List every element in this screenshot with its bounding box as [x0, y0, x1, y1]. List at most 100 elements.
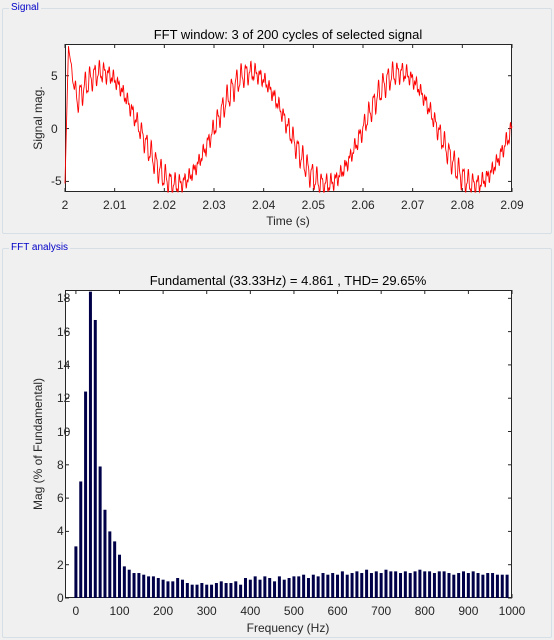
- fft-bar: [180, 579, 184, 598]
- fft-y-tick-label: 6: [57, 491, 64, 506]
- fft-bar: [476, 573, 480, 598]
- fft-bar: [432, 573, 436, 598]
- fft-bar: [132, 573, 136, 598]
- fft-y-tick-label: 8: [57, 457, 64, 472]
- fft-y-tick-label: 16: [57, 324, 71, 339]
- fft-x-tick-label: 500: [283, 604, 304, 618]
- fft-y-tick-label: 18: [57, 291, 71, 306]
- fft-bar: [118, 554, 122, 598]
- signal-x-tick-label: 2.09: [500, 198, 524, 212]
- fft-x-axis-label: Frequency (Hz): [246, 621, 330, 635]
- fft-bar: [88, 291, 92, 598]
- signal-panel: Signal: [2, 2, 552, 234]
- fft-bar: [224, 583, 228, 598]
- fft-bar: [491, 573, 495, 598]
- fft-bar: [423, 571, 427, 598]
- fft-bar: [321, 573, 325, 598]
- signal-y-tick-label: 0: [51, 121, 58, 136]
- fft-bar: [122, 566, 126, 598]
- fft-bar: [282, 579, 286, 598]
- fft-bar: [403, 571, 407, 598]
- fft-x-tick-label: 800: [414, 604, 435, 618]
- fft-bar: [84, 391, 88, 598]
- fft-bar: [166, 581, 170, 598]
- fft-bar: [462, 571, 465, 598]
- fft-bar: [394, 571, 398, 598]
- fft-bar: [268, 578, 272, 598]
- fft-bar: [360, 573, 364, 598]
- fft-bar: [151, 576, 155, 598]
- fft-bar: [340, 571, 344, 598]
- fft-bar: [103, 509, 107, 598]
- fft-bar: [369, 573, 373, 598]
- fft-y-tick-label: 10: [57, 424, 71, 439]
- fft-bar: [190, 584, 194, 598]
- fft-bar: [486, 573, 490, 598]
- fft-y-tick-label: 4: [57, 524, 64, 539]
- fft-bar: [93, 319, 97, 598]
- signal-x-tick-label: 2: [61, 198, 69, 212]
- fft-bar: [263, 576, 267, 598]
- fft-bar: [234, 581, 238, 598]
- fft-chart-title: Fundamental (33.33Hz) = 4.861 , THD= 29.…: [149, 273, 427, 288]
- fft-x-tick-label: 100: [109, 604, 130, 618]
- fft-bar: [185, 583, 189, 598]
- fft-bar: [161, 579, 165, 598]
- fft-bar: [495, 574, 499, 598]
- fft-bar: [331, 573, 335, 598]
- fft-bar: [171, 581, 175, 598]
- fft-bar: [287, 578, 291, 598]
- fft-x-tick-label: 1000: [498, 604, 526, 618]
- fft-bar: [127, 569, 131, 598]
- fft-bar: [365, 569, 369, 598]
- signal-axes[interactable]: [65, 44, 512, 192]
- fft-y-tick-label: 0: [57, 591, 64, 605]
- signal-chart-title: FFT window: 3 of 200 cycles of selected …: [153, 27, 423, 42]
- signal-x-tick-label: 2.07: [400, 198, 425, 212]
- fft-bar: [408, 573, 412, 598]
- fft-bar: [481, 574, 485, 598]
- fft-bar: [113, 541, 117, 598]
- fft-bar: [292, 576, 296, 598]
- fft-bar: [379, 573, 383, 598]
- fft-bar: [210, 584, 214, 598]
- fft-bar: [389, 571, 393, 598]
- fft-bar: [176, 578, 180, 598]
- signal-x-tick-label: 2.06: [351, 198, 375, 212]
- fft-x-tick-label: 300: [196, 604, 217, 618]
- fft-bar: [98, 466, 102, 598]
- fft-bar: [243, 578, 247, 598]
- fft-bar: [302, 574, 306, 598]
- fft-panel-title: FFT analysis: [9, 242, 71, 254]
- fft-bar: [147, 576, 151, 598]
- signal-x-tick-label: 2.01: [102, 198, 127, 212]
- fft-bar: [219, 581, 223, 598]
- fft-bar: [413, 571, 417, 598]
- signal-x-tick-label: 2.05: [301, 198, 326, 212]
- fft-bar: [253, 576, 257, 598]
- fft-bar: [466, 573, 470, 598]
- signal-x-tick-label: 2.08: [450, 198, 475, 212]
- fft-bar: [74, 546, 78, 598]
- fft-x-tick-label: 200: [153, 604, 174, 618]
- signal-x-tick-label: 2.02: [152, 198, 177, 212]
- fft-bar: [195, 584, 199, 598]
- fft-x-tick-label: 600: [327, 604, 348, 618]
- fft-axes[interactable]: [65, 290, 512, 598]
- fft-x-tick-label: 0: [72, 604, 80, 618]
- fft-bar: [336, 574, 340, 598]
- fft-x-tick-label: 700: [371, 604, 392, 618]
- fft-y-tick-label: 12: [57, 391, 71, 406]
- fft-bar: [447, 573, 451, 598]
- fft-bar: [316, 576, 320, 598]
- fft-x-tick-label: 400: [240, 604, 261, 618]
- fft-bar: [156, 578, 160, 598]
- fft-bar: [273, 581, 277, 598]
- signal-series-line: [64, 46, 513, 194]
- fft-y-tick-label: 2: [57, 557, 64, 572]
- fft-bar: [306, 578, 310, 598]
- fft-bar: [239, 584, 243, 598]
- fft-bar: [205, 584, 209, 598]
- fft-bar: [345, 574, 349, 598]
